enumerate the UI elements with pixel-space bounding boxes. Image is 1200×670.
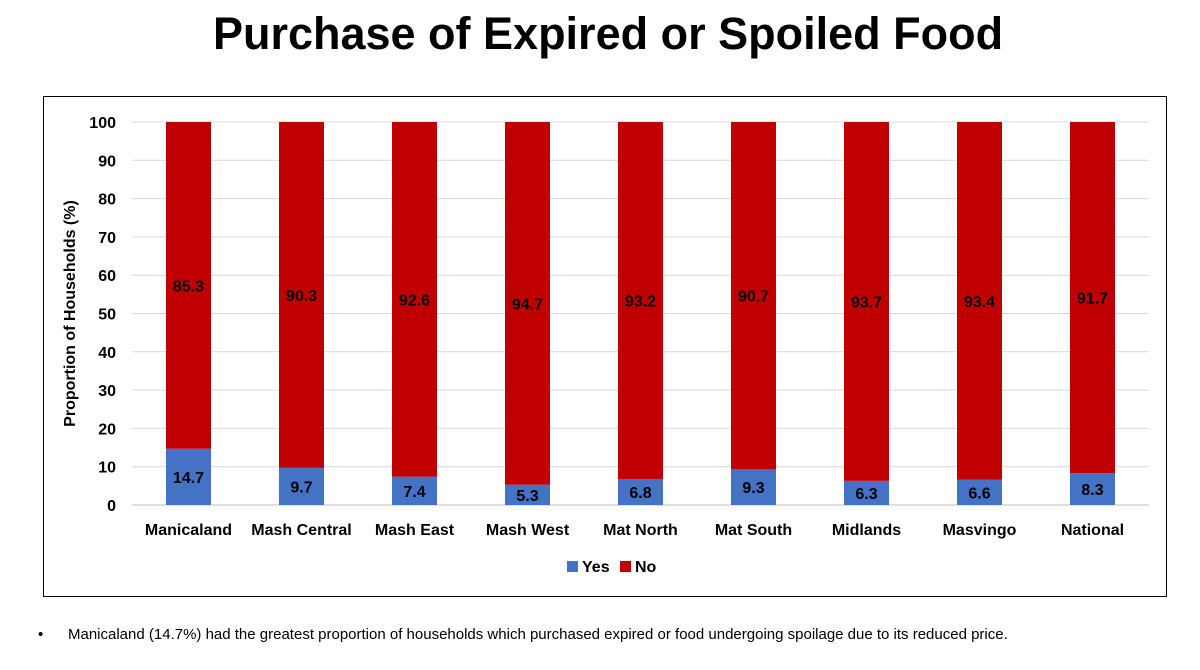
data-label-no: 90.7 <box>738 289 769 306</box>
legend-swatch-no <box>620 561 631 572</box>
data-label-yes: 9.3 <box>742 480 764 497</box>
data-label-yes: 5.3 <box>516 488 538 505</box>
y-tick-label: 70 <box>98 230 116 247</box>
bar-yes <box>957 479 1002 505</box>
x-tick-label: Mash West <box>486 522 570 539</box>
y-tick-label: 50 <box>98 307 116 324</box>
data-label-no: 93.2 <box>625 293 656 310</box>
x-tick-label: Mat North <box>603 522 678 539</box>
bar-yes <box>166 448 211 505</box>
data-label-no: 85.3 <box>173 278 204 295</box>
data-label-no: 92.6 <box>399 292 430 309</box>
bar-yes <box>392 476 437 505</box>
bar-no <box>505 122 550 485</box>
bar-no <box>1070 122 1115 474</box>
bar-yes <box>1070 473 1115 505</box>
x-tick-label: Mat South <box>715 522 792 539</box>
data-label-yes: 6.3 <box>855 486 877 503</box>
bullet-symbol: • <box>38 626 44 643</box>
data-label-yes: 6.8 <box>629 485 651 502</box>
y-axis-label: Proportion of Households (%) <box>62 200 79 427</box>
legend-label-no: No <box>635 559 657 576</box>
data-label-yes: 14.7 <box>173 470 204 487</box>
y-tick-label: 20 <box>98 421 116 438</box>
legend-swatch-yes <box>567 561 578 572</box>
y-tick-label: 100 <box>89 115 116 132</box>
bar-no <box>392 122 437 477</box>
bar-yes <box>618 478 663 505</box>
x-tick-label: Mash Central <box>251 522 351 539</box>
bar-yes <box>505 484 550 505</box>
bar-no <box>279 122 324 468</box>
x-tick-label: Mash East <box>375 522 455 539</box>
x-tick-label: Midlands <box>832 522 901 539</box>
data-label-yes: 6.6 <box>968 485 990 502</box>
data-label-no: 91.7 <box>1077 291 1108 308</box>
data-label-no: 90.3 <box>286 288 317 305</box>
y-tick-label: 60 <box>98 268 116 285</box>
bar-no <box>957 122 1002 480</box>
y-tick-label: 10 <box>98 460 116 477</box>
data-label-no: 94.7 <box>512 296 543 313</box>
data-label-no: 93.4 <box>964 294 995 311</box>
bar-yes <box>279 467 324 505</box>
x-tick-label: Manicaland <box>145 522 232 539</box>
bar-no <box>166 122 211 449</box>
y-tick-label: 90 <box>98 153 116 170</box>
y-tick-label: 0 <box>107 498 116 515</box>
data-label-yes: 9.7 <box>290 479 312 496</box>
data-label-no: 93.7 <box>851 294 882 311</box>
y-tick-label: 30 <box>98 383 116 400</box>
bar-yes <box>844 480 889 505</box>
y-tick-label: 40 <box>98 345 116 362</box>
bar-no <box>731 122 776 470</box>
bar-no <box>618 122 663 479</box>
bullet-text: Manicaland (14.7%) had the greatest prop… <box>68 626 1008 643</box>
data-label-yes: 8.3 <box>1081 482 1103 499</box>
x-tick-label: Masvingo <box>943 522 1017 539</box>
x-tick-label: National <box>1061 522 1124 539</box>
bar-no <box>844 122 889 481</box>
chart-frame: 0 10 20 30 40 50 60 70 80 90 100 Proportion of Hous… <box>43 96 1167 597</box>
stacked-bar-chart: 0 10 20 30 40 50 60 70 80 90 100 Proportion of Hous… <box>62 115 1149 576</box>
chart-title: Purchase of Expired or Spoiled Food <box>212 8 1004 59</box>
legend-label-yes: Yes <box>582 559 610 576</box>
data-label-yes: 7.4 <box>403 484 425 501</box>
y-tick-label: 80 <box>98 192 116 209</box>
bar-yes <box>731 469 776 505</box>
